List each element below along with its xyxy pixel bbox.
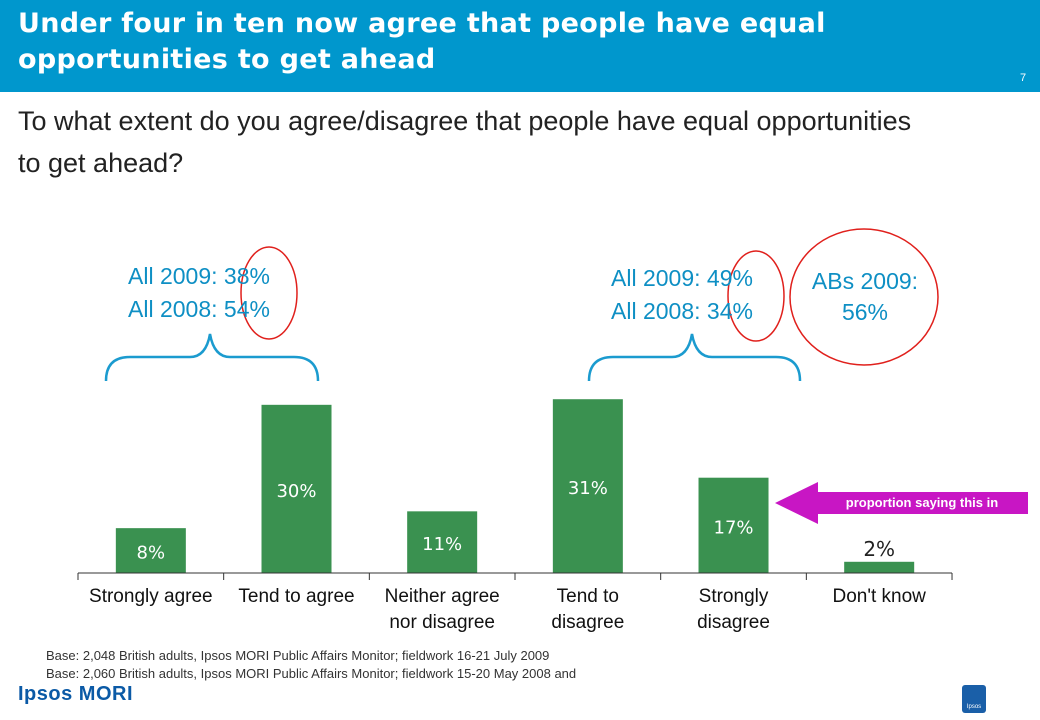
ipsos-badge-icon: Ipsos bbox=[962, 685, 986, 713]
agree-highlight-circle bbox=[240, 246, 298, 340]
callout-arrow bbox=[775, 482, 1028, 524]
category-label: Tend to bbox=[557, 586, 619, 607]
bar bbox=[261, 404, 332, 573]
abs-highlight-circle bbox=[789, 228, 939, 366]
page-number: 7 bbox=[1020, 72, 1027, 84]
category-label: Strongly bbox=[699, 586, 769, 607]
agree-2009-annotation: All 2009: 38% bbox=[128, 263, 270, 289]
category-label: Neither agree bbox=[385, 586, 500, 607]
agree-brace bbox=[104, 333, 320, 382]
category-label: nor disagree bbox=[389, 612, 495, 633]
disagree-2009-annotation: All 2009: 49% bbox=[611, 265, 753, 291]
page-title: Under four in ten now agree that people … bbox=[18, 8, 826, 75]
disagree-brace bbox=[587, 333, 802, 382]
bar bbox=[115, 528, 186, 573]
ipsos-mori-logo: Ipsos MORI bbox=[18, 683, 134, 705]
bar bbox=[552, 399, 623, 573]
abs-annotation-label: ABs 2009: bbox=[811, 268, 919, 294]
bar bbox=[844, 561, 915, 573]
badge-text: Ipsos bbox=[966, 704, 982, 710]
bar bbox=[698, 477, 769, 573]
bar-value-label: 31% bbox=[568, 478, 608, 499]
category-label: disagree bbox=[697, 612, 770, 633]
disagree-2008-annotation: All 2008: 34% bbox=[611, 298, 753, 324]
bar-value-label: 8% bbox=[137, 543, 166, 564]
agree-2008-annotation: All 2008: 54% bbox=[128, 296, 270, 322]
bar-value-label: 11% bbox=[422, 534, 462, 555]
base-note-2008: Base: 2,060 British adults, Ipsos MORI P… bbox=[46, 666, 577, 681]
category-label: disagree bbox=[551, 612, 624, 633]
bar-value-label: 17% bbox=[714, 517, 754, 538]
disagree-highlight-circle bbox=[727, 250, 785, 342]
category-label: Tend to agree bbox=[238, 586, 354, 607]
category-label: Don't know bbox=[832, 586, 926, 607]
base-note-2009: Base: 2,048 British adults, Ipsos MORI P… bbox=[46, 648, 550, 663]
callout-text: proportion saying this in bbox=[845, 495, 999, 510]
survey-question: To what extent do you agree/disagree tha… bbox=[18, 106, 912, 178]
bar-value-label: 2% bbox=[863, 537, 895, 561]
bar-value-label: 30% bbox=[276, 481, 316, 502]
title-banner: Under four in ten now agree that people … bbox=[0, 0, 1040, 92]
bar bbox=[407, 511, 478, 573]
category-label: Strongly agree bbox=[89, 586, 213, 607]
abs-annotation-value: 56% bbox=[841, 299, 889, 325]
